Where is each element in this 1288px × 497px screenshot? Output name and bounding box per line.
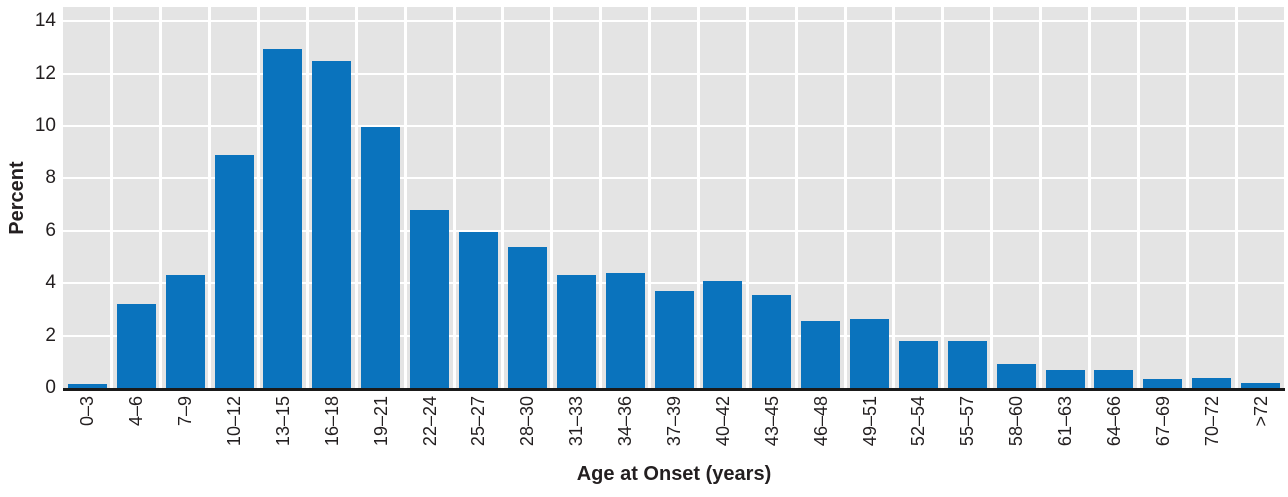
bar-31–33 [556, 275, 596, 388]
y-tick-label: 2 [45, 324, 56, 346]
vertical-gridline [305, 7, 309, 388]
vertical-gridline [1185, 7, 1189, 388]
x-tick-label: 0–3 [77, 396, 98, 427]
vertical-gridline [354, 7, 358, 388]
vertical-gridline [208, 7, 212, 388]
y-tick-label: 4 [45, 272, 56, 294]
bar-70–72 [1192, 377, 1232, 388]
x-tick-label: 19–21 [370, 396, 391, 447]
x-tick-label: >72 [1250, 396, 1271, 427]
vertical-gridline [501, 7, 505, 388]
x-tick-label: 70–72 [1201, 396, 1222, 447]
horizontal-gridline [63, 282, 1285, 285]
bar-0–3 [67, 384, 107, 388]
vertical-gridline [1087, 7, 1091, 388]
y-tick-label: 6 [45, 219, 56, 241]
bar-34–36 [605, 272, 645, 388]
vertical-gridline [892, 7, 896, 388]
horizontal-gridline [63, 72, 1285, 75]
plot-area [63, 7, 1285, 388]
y-tick-label: 8 [45, 167, 56, 189]
bar-52–54 [898, 340, 938, 388]
bar-55–57 [947, 340, 987, 388]
x-tick-label: 61–63 [1055, 396, 1076, 447]
vertical-gridline [257, 7, 261, 388]
horizontal-gridline [63, 20, 1285, 23]
y-tick-label: 0 [45, 377, 56, 398]
vertical-gridline [1283, 7, 1285, 388]
x-axis-line [63, 388, 1285, 391]
vertical-gridline [794, 7, 798, 388]
x-tick-label: 40–42 [712, 396, 733, 447]
x-tick-label: 46–48 [810, 396, 831, 447]
vertical-gridline [696, 7, 700, 388]
bar-67–69 [1143, 378, 1183, 388]
bar-16–18 [312, 60, 352, 388]
vertical-gridline [110, 7, 114, 388]
vertical-gridline [648, 7, 652, 388]
y-tick-label: 10 [34, 115, 56, 136]
horizontal-gridline [63, 229, 1285, 232]
vertical-gridline [1234, 7, 1238, 388]
x-tick-label: 10–12 [224, 396, 245, 447]
y-tick-label: 14 [34, 10, 56, 32]
vertical-gridline [159, 7, 163, 388]
bar-7–9 [165, 275, 205, 388]
vertical-gridline [550, 7, 554, 388]
x-tick-label: 16–18 [321, 396, 342, 447]
x-tick-label: 22–24 [419, 396, 440, 447]
bar-58–60 [996, 364, 1036, 388]
bar-61–63 [1045, 369, 1085, 388]
bar-4–6 [116, 304, 156, 388]
x-tick-label: 43–45 [761, 396, 782, 447]
x-tick-label: 49–51 [859, 396, 880, 447]
bar-19–21 [361, 127, 401, 388]
x-tick-label: 31–33 [566, 396, 587, 447]
vertical-gridline [599, 7, 603, 388]
x-tick-label: 28–30 [517, 396, 538, 447]
vertical-gridline [1039, 7, 1043, 388]
horizontal-gridline [63, 125, 1285, 127]
vertical-gridline [843, 7, 847, 388]
x-tick-label: 25–27 [468, 396, 489, 447]
x-tick-label: 34–36 [615, 396, 636, 447]
vertical-gridline [941, 7, 945, 388]
y-tick-label: 12 [34, 62, 56, 84]
x-tick-label: 7–9 [175, 396, 196, 427]
vertical-gridline [403, 7, 407, 388]
bar-10–12 [214, 154, 254, 388]
x-axis-title: Age at Onset (years) [576, 463, 772, 485]
bar-43–45 [752, 295, 792, 388]
x-tick-label: 4–6 [126, 396, 147, 427]
bar-28–30 [507, 246, 547, 388]
x-tick-label: 52–54 [908, 396, 929, 447]
bar-46–48 [801, 321, 841, 388]
bar->72 [1241, 382, 1281, 388]
x-tick-label: 64–66 [1103, 396, 1124, 447]
vertical-gridline [745, 7, 749, 388]
x-tick-label: 58–60 [1006, 396, 1027, 447]
vertical-gridline [1136, 7, 1140, 388]
x-tick-label: 67–69 [1152, 396, 1173, 447]
x-tick-label: 13–15 [272, 396, 293, 447]
bar-37–39 [654, 291, 694, 388]
horizontal-gridline [63, 177, 1285, 180]
bar-22–24 [410, 209, 450, 388]
bar-40–42 [703, 280, 743, 388]
vertical-gridline [452, 7, 456, 388]
vertical-gridline [990, 7, 994, 388]
bar-64–66 [1094, 369, 1134, 388]
bar-25–27 [458, 232, 498, 388]
bar-13–15 [263, 48, 303, 388]
bar-49–51 [850, 318, 890, 388]
x-tick-label: 55–57 [957, 396, 978, 447]
x-tick-label: 37–39 [664, 396, 684, 447]
